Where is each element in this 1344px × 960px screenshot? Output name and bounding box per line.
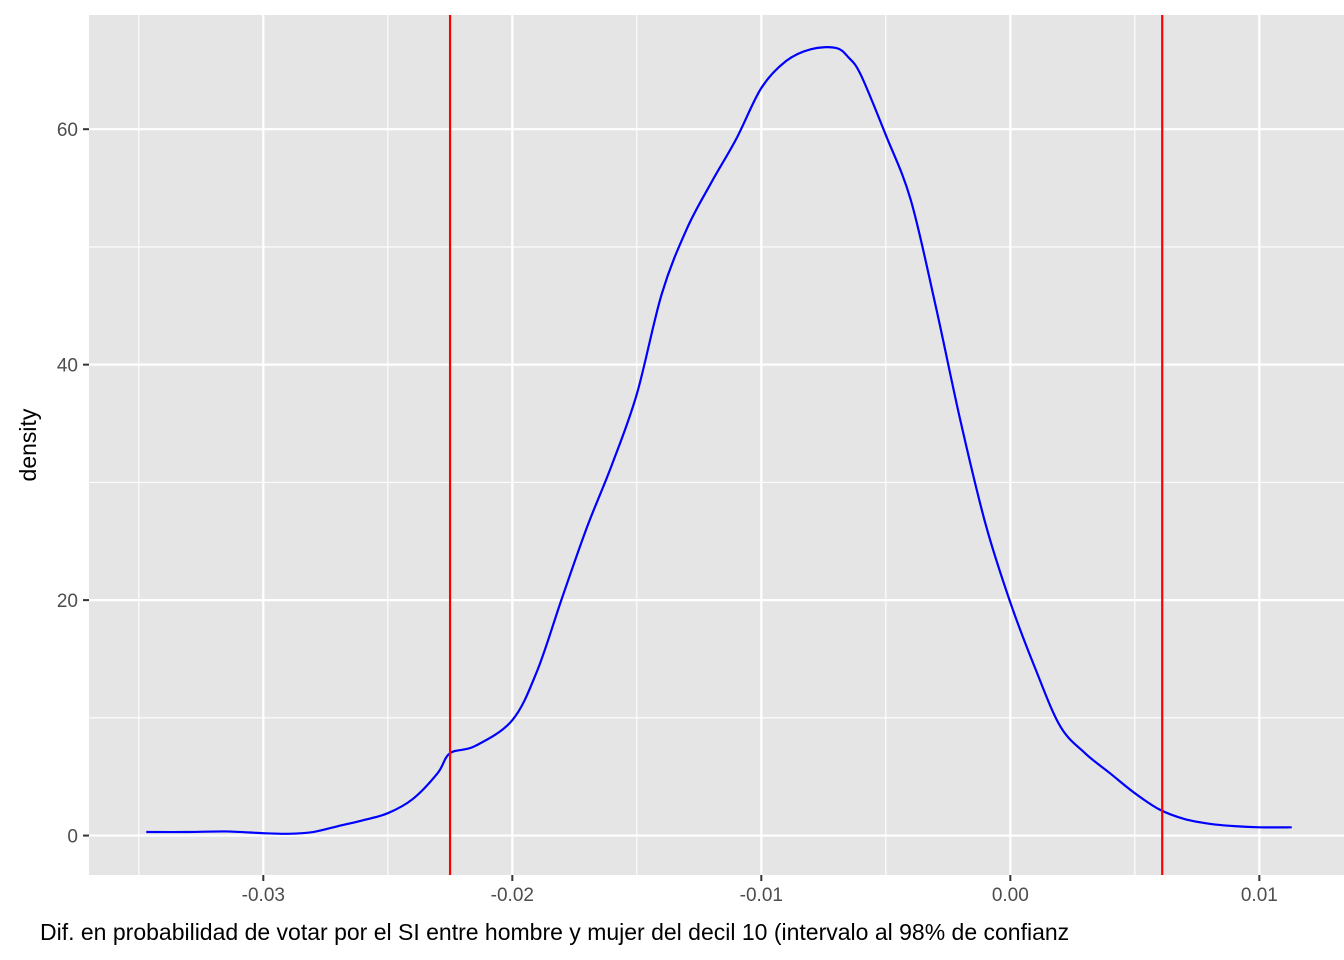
y-axis-ticks <box>83 128 89 837</box>
x-tick-label: -0.03 <box>242 885 285 906</box>
x-axis-title: Dif. en probabilidad de votar por el SI … <box>40 919 1069 945</box>
series-layer <box>146 46 1292 835</box>
x-tick-label: -0.01 <box>740 885 783 906</box>
x-tick-labels: -0.03 -0.02 -0.01 0.00 0.01 <box>242 885 1278 906</box>
y-tick-label: 20 <box>57 591 78 612</box>
plot-panel <box>89 15 1344 875</box>
x-tick-label: 0.01 <box>1241 885 1278 906</box>
x-tick-label: -0.02 <box>491 885 534 906</box>
y-axis-title: density <box>15 408 41 481</box>
minor-gridlines <box>89 15 1344 875</box>
density-curve <box>146 46 1292 835</box>
major-gridlines <box>89 15 1344 875</box>
x-axis-ticks <box>262 875 1261 881</box>
y-tick-label: 40 <box>57 356 78 377</box>
y-tick-label: 0 <box>67 827 78 848</box>
x-tick-label: 0.00 <box>992 885 1029 906</box>
vline-layer <box>448 15 1164 875</box>
y-tick-label: 60 <box>57 120 78 141</box>
y-tick-labels: 0 20 40 60 <box>57 120 78 847</box>
